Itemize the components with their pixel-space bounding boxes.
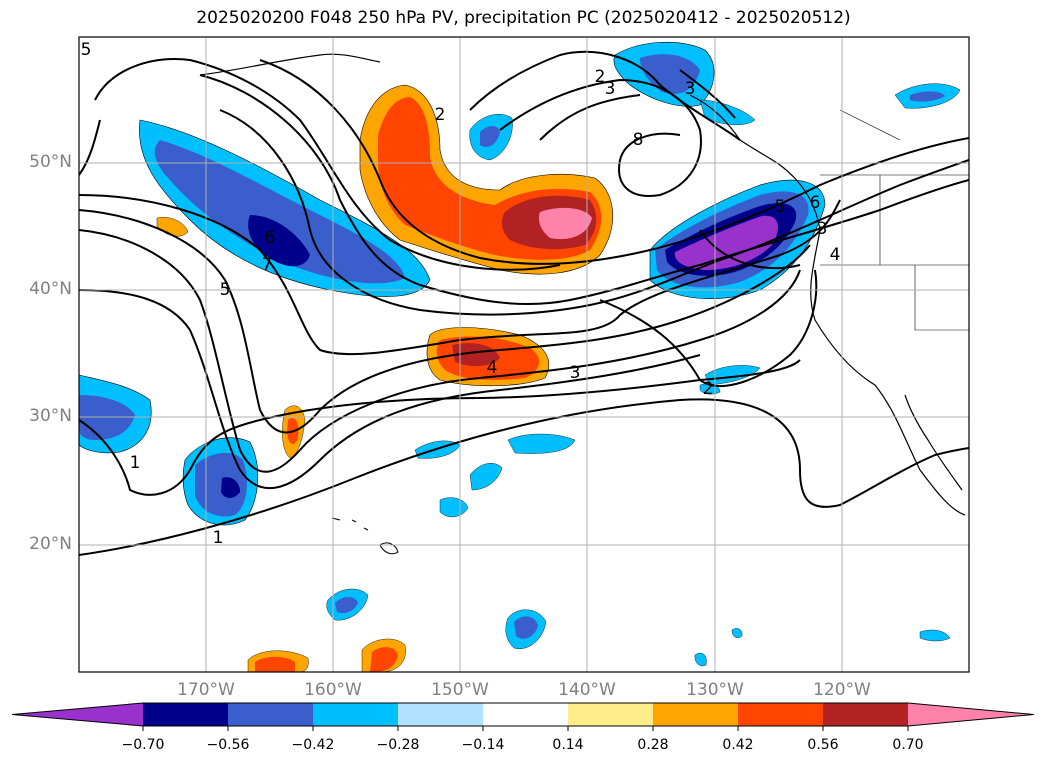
contour-label: 4 (830, 245, 841, 265)
contour-label: 4 (487, 358, 498, 378)
colorbar-tick-label: 0.70 (892, 737, 924, 753)
lon-label-120w: 120°W (813, 680, 871, 700)
contour-label: 7 (262, 255, 273, 275)
colorbar-swatch (823, 703, 909, 726)
contour-labels: 1 1 2 2 2 3 3 3 3 4 4 5 5 5 6 6 7 8 (81, 40, 841, 548)
colorbar-extend-min (12, 703, 143, 726)
pv-contours (79, 50, 969, 556)
colorbar-extend-max (908, 703, 1034, 726)
colorbar-swatch (568, 703, 654, 726)
lon-label-170w: 170°W (177, 680, 235, 700)
contour-label: 6 (810, 193, 821, 213)
contour-label: 2 (595, 67, 606, 87)
gridlines (79, 37, 969, 672)
coastlines (199, 53, 966, 516)
lon-label-150w: 150°W (431, 680, 489, 700)
contour-label: 8 (633, 130, 644, 150)
contour-label: 5 (775, 197, 786, 217)
colorbar (11, 702, 1035, 731)
lon-label-130w: 130°W (686, 680, 744, 700)
colorbar-tick-label: −0.28 (376, 737, 420, 753)
lon-label-160w: 160°W (304, 680, 362, 700)
colorbar-swatch (738, 703, 824, 726)
lat-label-50n: 50°N (29, 152, 72, 172)
map-frame (78, 36, 970, 673)
contour-label: 1 (213, 528, 224, 548)
colorbar-tick-label: 0.28 (637, 737, 669, 753)
colorbar-swatch (483, 703, 569, 726)
colorbar-swatch (653, 703, 739, 726)
map-title: 2025020200 F048 250 hPa PV, precipitatio… (196, 8, 851, 28)
precip-shading (79, 41, 961, 672)
colorbar-tick-label: 0.56 (807, 737, 839, 753)
lat-label-40n: 40°N (29, 279, 72, 299)
colorbar-tick-label: −0.70 (121, 737, 165, 753)
lat-label-30n: 30°N (29, 406, 72, 426)
colorbar-swatch (398, 703, 484, 726)
contour-label: 6 (265, 228, 276, 248)
lat-label-20n: 20°N (29, 534, 72, 554)
contour-label: 2 (435, 105, 446, 125)
colorbar-tick-label: −0.42 (291, 737, 335, 753)
contour-label: 1 (130, 453, 141, 473)
contour-label: 3 (817, 219, 828, 239)
contour-label: 2 (703, 379, 714, 399)
colorbar-swatch (143, 703, 229, 726)
colorbar-swatch (228, 703, 314, 726)
contour-label: 3 (685, 79, 696, 99)
colorbar-tick-label: −0.14 (461, 737, 505, 753)
colorbar-swatch (313, 703, 399, 726)
contour-label: 5 (220, 280, 231, 300)
colorbar-tick-label: 0.42 (722, 737, 754, 753)
lon-label-140w: 140°W (558, 680, 616, 700)
colorbar-tick-label: 0.14 (552, 737, 584, 753)
contour-label: 3 (570, 363, 581, 383)
state-borders (820, 109, 969, 331)
contour-label: 5 (81, 40, 92, 60)
colorbar-tick-label: −0.56 (206, 737, 250, 753)
contour-label: 3 (605, 79, 616, 99)
